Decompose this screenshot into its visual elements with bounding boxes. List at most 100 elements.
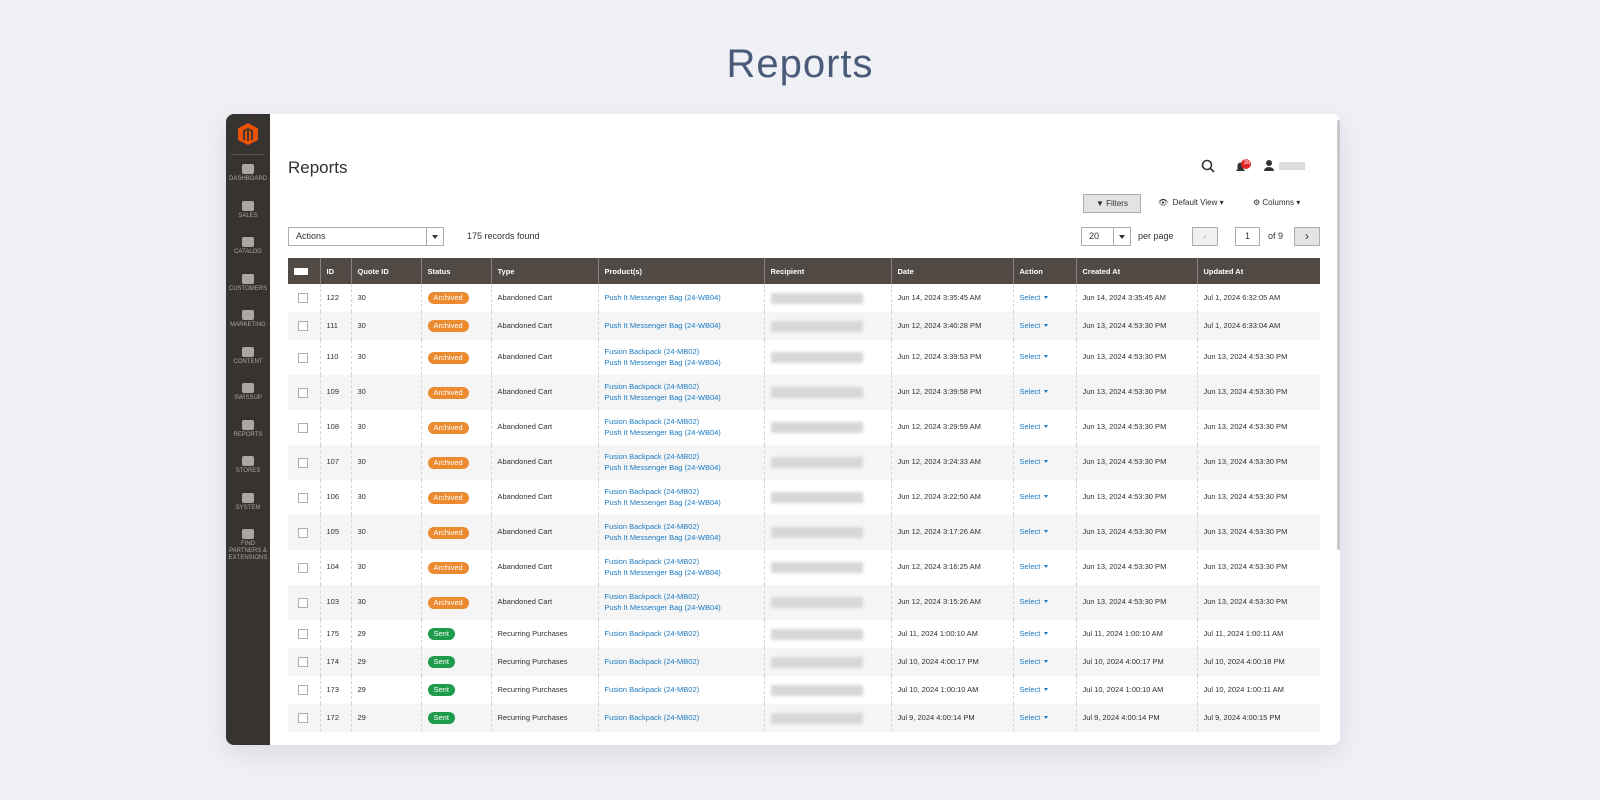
action-select[interactable]: Select — [1020, 657, 1049, 666]
action-cell: Select — [1012, 676, 1076, 704]
checkbox-cell — [288, 284, 320, 312]
row-checkbox[interactable] — [298, 293, 308, 303]
actions-select[interactable]: Actions — [288, 227, 444, 246]
column-header[interactable]: Created At — [1075, 258, 1197, 284]
column-header[interactable]: Type — [490, 258, 598, 284]
recipient-blurred — [770, 527, 863, 538]
column-header[interactable]: Product(s) — [597, 258, 764, 284]
status-badge: Archived — [427, 596, 469, 609]
product-link[interactable]: Push It Messenger Bag (24-WB04) — [604, 497, 721, 507]
menu-label: SWISSUP — [234, 395, 262, 401]
product-link[interactable]: Fusion Backpack (24-MB02) — [604, 557, 700, 566]
menu-item[interactable]: SYSTEM — [226, 492, 270, 512]
product-link[interactable]: Push It Messenger Bag (24-WB04) — [604, 392, 721, 402]
menu-icon — [242, 346, 254, 357]
menu-item[interactable]: STORES — [226, 456, 270, 475]
product-link[interactable]: Push It Messenger Bag (24-WB04) — [604, 292, 721, 302]
type-cell: Abandoned Cart — [490, 515, 598, 550]
product-link[interactable]: Fusion Backpack (24-MB02) — [604, 382, 700, 391]
status-badge: Archived — [427, 526, 469, 539]
product-link[interactable]: Fusion Backpack (24-MB02) — [604, 628, 700, 638]
updated-cell: Jul 1, 2024 6:32:05 AM — [1196, 284, 1320, 312]
mass-select[interactable] — [288, 258, 320, 284]
product-link[interactable]: Fusion Backpack (24-MB02) — [604, 684, 700, 694]
row-checkbox[interactable] — [298, 422, 308, 433]
type-cell: Abandoned Cart — [490, 585, 598, 620]
action-select[interactable]: Select — [1020, 352, 1049, 361]
action-select[interactable]: Select — [1020, 562, 1049, 571]
row-checkbox[interactable] — [298, 562, 308, 573]
products-cell: Fusion Backpack (24-MB02) — [597, 648, 764, 676]
row-checkbox[interactable] — [298, 629, 308, 639]
product-link[interactable]: Fusion Backpack (24-MB02) — [604, 592, 700, 601]
product-link[interactable]: Push It Messenger Bag (24-WB04) — [604, 427, 721, 437]
action-select[interactable]: Select — [1020, 527, 1049, 536]
row-checkbox[interactable] — [298, 713, 308, 723]
column-header[interactable]: Status — [420, 258, 491, 284]
product-link[interactable]: Fusion Backpack (24-MB02) — [604, 347, 700, 356]
prev-page[interactable]: ‹ — [1192, 227, 1218, 246]
column-header[interactable]: Date — [890, 258, 1013, 284]
action-select[interactable]: Select — [1020, 713, 1049, 722]
product-link[interactable]: Fusion Backpack (24-MB02) — [604, 656, 700, 666]
action-select[interactable]: Select — [1020, 685, 1049, 694]
menu-item[interactable]: SALES — [226, 200, 270, 220]
action-select[interactable]: Select — [1020, 321, 1049, 330]
menu-item[interactable]: MARKETING — [226, 310, 270, 329]
action-select[interactable]: Select — [1020, 422, 1049, 431]
action-select[interactable]: Select — [1020, 457, 1049, 466]
row-checkbox[interactable] — [298, 597, 308, 608]
next-page[interactable]: › — [1294, 227, 1320, 246]
menu-item[interactable]: DASHBOARD — [226, 164, 270, 183]
action-select[interactable]: Select — [1020, 387, 1049, 396]
menu-icon — [242, 529, 254, 539]
quote-id-cell: 29 — [350, 620, 421, 648]
action-select[interactable]: Select — [1020, 492, 1049, 501]
action-select[interactable]: Select — [1020, 597, 1049, 606]
row-checkbox[interactable] — [298, 657, 308, 667]
updated-cell: Jul 9, 2024 4:00:15 PM — [1196, 704, 1320, 732]
recipient-blurred — [770, 352, 863, 363]
product-link[interactable]: Fusion Backpack (24-MB02) — [604, 452, 700, 461]
menu-item[interactable]: REPORTS — [226, 419, 270, 439]
recipient-cell — [763, 704, 891, 732]
columns-control[interactable]: ⚙ Columns ▾ — [1253, 198, 1301, 207]
product-link[interactable]: Push It Messenger Bag (24-WB04) — [604, 357, 721, 367]
menu-item[interactable]: FIND PARTNERS & EXTENSIONS — [226, 529, 270, 562]
product-link[interactable]: Push It Messenger Bag (24-WB04) — [604, 532, 721, 542]
filters-button[interactable]: ▼ Filters — [1083, 194, 1141, 213]
product-link[interactable]: Fusion Backpack (24-MB02) — [604, 522, 700, 531]
action-select[interactable]: Select — [1020, 293, 1049, 302]
column-header[interactable]: ID — [319, 258, 351, 284]
product-link[interactable]: Push It Messenger Bag (24-WB04) — [604, 567, 721, 577]
product-link[interactable]: Fusion Backpack (24-MB02) — [604, 417, 700, 426]
per-page-label: per page — [1138, 231, 1174, 241]
column-header[interactable]: Action — [1012, 258, 1076, 284]
menu-item[interactable]: SWISSUP — [226, 383, 270, 402]
row-checkbox[interactable] — [298, 685, 308, 695]
row-checkbox[interactable] — [298, 352, 308, 363]
product-link[interactable]: Fusion Backpack (24-MB02) — [604, 712, 700, 722]
menu-item[interactable]: CUSTOMERS — [226, 273, 270, 293]
view-switcher[interactable]: 👁︎ Default View ▾ — [1158, 198, 1224, 207]
row-checkbox[interactable] — [298, 492, 308, 503]
product-link[interactable]: Fusion Backpack (24-MB02) — [604, 487, 700, 496]
menu-item[interactable]: CATALOG — [226, 237, 270, 256]
id-cell: 110 — [319, 340, 351, 375]
product-link[interactable]: Push It Messenger Bag (24-WB04) — [604, 602, 721, 612]
action-select[interactable]: Select — [1020, 629, 1049, 638]
column-header[interactable]: Quote ID — [350, 258, 421, 284]
product-link[interactable]: Push It Messenger Bag (24-WB04) — [604, 320, 721, 330]
column-header[interactable]: Updated At — [1196, 258, 1320, 284]
row-checkbox[interactable] — [298, 527, 308, 538]
row-checkbox[interactable] — [298, 321, 308, 331]
column-header[interactable]: Recipient — [763, 258, 891, 284]
status-badge: Archived — [427, 561, 469, 574]
per-page-select[interactable]: 20 — [1081, 227, 1131, 246]
menu-item[interactable]: CONTENT — [226, 346, 270, 366]
row-checkbox[interactable] — [298, 387, 308, 398]
row-checkbox[interactable] — [298, 457, 308, 468]
checkbox-cell — [288, 648, 320, 676]
product-link[interactable]: Push It Messenger Bag (24-WB04) — [604, 462, 721, 472]
page-input[interactable]: 1 — [1235, 227, 1260, 246]
